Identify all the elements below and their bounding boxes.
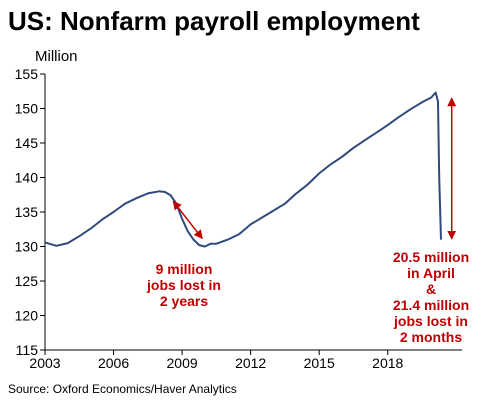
x-tick-label: 2015 bbox=[304, 355, 335, 371]
y-tick-label: 140 bbox=[15, 170, 39, 186]
tick-labels-group: 115 120 125 130 135 140 145 150 155 2003 2006 2009 2… bbox=[15, 66, 404, 371]
annotation-text-recession: 9 million jobs lost in 2 years bbox=[146, 261, 221, 309]
source-note: Source: Oxford Economics/Haver Analytics bbox=[8, 382, 237, 396]
annotation-line: 20.5 million bbox=[393, 249, 469, 265]
annotation-line: jobs lost in bbox=[146, 277, 221, 293]
annotation-line: 21.4 million bbox=[393, 297, 469, 313]
y-tick-label: 125 bbox=[15, 273, 39, 289]
y-tick-label: 155 bbox=[15, 66, 39, 82]
annotation-line: & bbox=[426, 281, 436, 297]
y-tick-label: 145 bbox=[15, 135, 39, 151]
annotation-text-covid: 20.5 million in April & 21.4 million jobs lo… bbox=[393, 249, 469, 345]
annotation-line: 2 years bbox=[160, 293, 208, 309]
x-tick-label: 2012 bbox=[235, 355, 266, 371]
annotation-line: 2 months bbox=[400, 329, 462, 345]
y-tick-label: 120 bbox=[15, 308, 39, 324]
x-tick-label: 2003 bbox=[29, 355, 60, 371]
x-tick-label: 2009 bbox=[167, 355, 198, 371]
series-line-payroll bbox=[44, 91, 442, 248]
annotation-line: 9 million bbox=[156, 261, 213, 277]
series-group bbox=[44, 91, 442, 248]
x-tick-label: 2006 bbox=[98, 355, 129, 371]
y-tick-label: 115 bbox=[16, 342, 39, 358]
annotation-arrow-recession bbox=[172, 200, 203, 240]
y-axis-unit-label: Million bbox=[35, 48, 78, 65]
y-tick-label: 150 bbox=[15, 101, 39, 117]
y-tick-label: 130 bbox=[15, 239, 39, 255]
chart-title: US: Nonfarm payroll employment bbox=[8, 6, 420, 36]
annotation-line: jobs lost in bbox=[393, 313, 468, 329]
annotation-line: in April bbox=[407, 265, 455, 281]
y-tick-label: 135 bbox=[15, 204, 39, 220]
x-tick-label: 2018 bbox=[372, 355, 403, 371]
